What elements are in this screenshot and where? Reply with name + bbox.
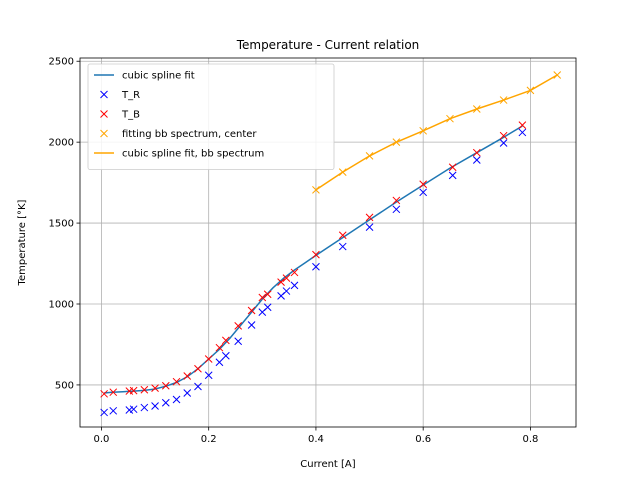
legend-label: cubic spline fit [122, 71, 195, 82]
legend-entry: fitting bb spectrum, center [100, 129, 257, 140]
data-point-marker [151, 402, 159, 410]
chart-title: Temperature - Current relation [236, 38, 420, 52]
legend-label: T_R [121, 90, 140, 101]
data-point-marker [282, 287, 291, 295]
data-point-marker [419, 180, 428, 189]
data-point-marker [140, 403, 149, 412]
data-point-marker [553, 71, 562, 79]
series-line [104, 125, 523, 394]
data-point-marker [172, 377, 181, 386]
series-cubic-spline-fit-bb-spectrum [315, 74, 558, 191]
y-axis-label: Temperature [°K] [17, 199, 28, 286]
y-tick-label: 1000 [49, 300, 74, 311]
data-point-marker [194, 364, 202, 373]
legend-box [87, 63, 335, 170]
x-axis-label: Current [A] [300, 459, 355, 470]
legend-entry: T_B [100, 110, 140, 121]
data-point-marker [392, 205, 401, 214]
data-point-marker [247, 306, 256, 315]
series-t-b [100, 121, 527, 398]
y-axis-ticks: 500 1000 1500 2000 2500 [49, 57, 80, 391]
data-point-marker [204, 355, 213, 363]
data-point-marker [499, 131, 508, 140]
data-point-marker [365, 213, 374, 222]
data-point-marker [312, 250, 320, 259]
data-point-marker [448, 163, 457, 172]
series-line [315, 74, 558, 191]
data-point-marker [215, 343, 224, 352]
legend-label: cubic spline fit, bb spectrum [122, 149, 264, 160]
data-point-marker [194, 382, 202, 391]
data-point-marker [221, 336, 230, 345]
data-point-marker [258, 293, 267, 302]
x-tick-label: 0.8 [522, 434, 538, 445]
data-point-marker [215, 358, 224, 367]
y-tick-label: 1500 [49, 219, 74, 230]
legend-marker-swatch [100, 129, 108, 138]
data-point-marker [518, 128, 527, 137]
data-point-marker [365, 223, 374, 231]
y-tick-label: 2000 [49, 138, 74, 149]
data-point-marker [338, 242, 347, 251]
x-tick-label: 0.4 [308, 434, 324, 445]
data-point-marker [100, 389, 108, 398]
data-point-marker [448, 171, 457, 180]
data-point-marker [247, 321, 256, 329]
data-point-marker [263, 290, 272, 299]
legend-entry: T_R [100, 90, 140, 101]
data-point-marker [499, 139, 508, 147]
data-point-marker [100, 408, 108, 417]
legend-marker-swatch [100, 90, 108, 99]
data-point-marker [204, 371, 213, 380]
data-point-marker [282, 274, 291, 282]
data-point-marker [312, 262, 320, 271]
data-point-marker [172, 395, 181, 404]
x-axis-ticks: 0.0 0.2 0.4 0.6 0.8 [93, 427, 538, 445]
data-point-marker [277, 278, 285, 287]
y-tick-label: 500 [55, 380, 74, 391]
data-point-marker [290, 281, 299, 290]
data-point-marker [234, 337, 243, 346]
data-point-marker [161, 381, 170, 390]
data-point-marker [290, 268, 299, 277]
data-point-marker [472, 156, 481, 164]
legend-label: fitting bb spectrum, center [122, 129, 257, 140]
data-point-marker [109, 406, 118, 415]
data-point-marker [161, 398, 170, 407]
data-point-marker [151, 384, 159, 393]
series-layer [100, 71, 562, 417]
x-tick-label: 0.0 [93, 434, 109, 445]
x-tick-label: 0.6 [415, 434, 431, 445]
data-point-marker [419, 188, 428, 197]
data-point-marker [183, 389, 192, 397]
legend-marker-swatch [100, 110, 108, 118]
data-point-marker [129, 405, 138, 414]
data-point-marker [129, 386, 138, 395]
data-point-marker [234, 321, 243, 330]
data-point-marker [221, 351, 230, 360]
data-point-marker [338, 231, 347, 240]
legend-entry: cubic spline fit, bb spectrum [94, 149, 264, 160]
data-point-marker [392, 196, 401, 205]
data-point-marker [183, 372, 192, 380]
data-point-marker [109, 388, 118, 397]
data-point-marker [518, 121, 527, 130]
series-t-r [100, 128, 527, 417]
data-point-marker [140, 385, 149, 394]
data-point-marker [263, 303, 272, 312]
data-point-marker [472, 148, 481, 157]
legend-label: T_B [121, 110, 140, 121]
plot-frame [79, 57, 577, 428]
y-tick-label: 2500 [49, 57, 74, 68]
x-tick-label: 0.2 [201, 434, 217, 445]
series-cubic-spline-fit [104, 125, 523, 394]
legend-entry: cubic spline fit [94, 71, 195, 82]
